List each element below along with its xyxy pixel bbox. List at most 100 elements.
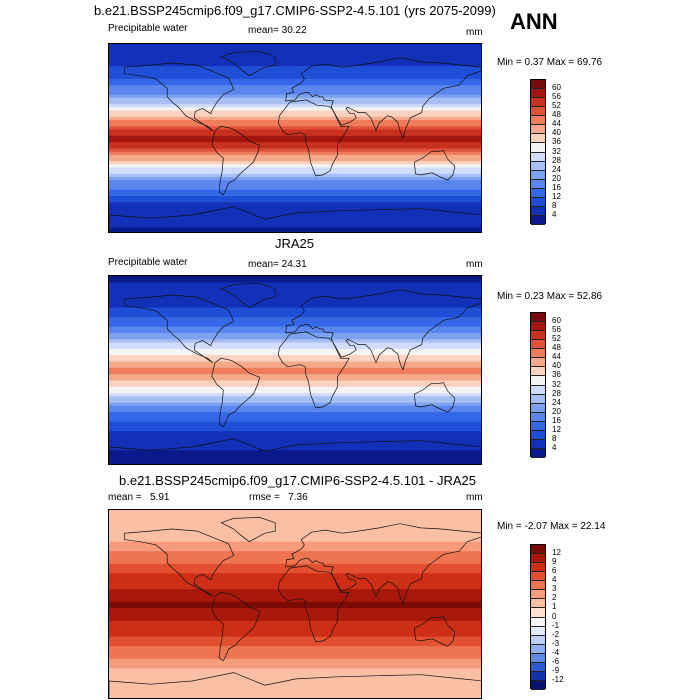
map-band (109, 307, 481, 312)
map-band (109, 652, 481, 657)
map-band (109, 681, 481, 685)
map-band (109, 665, 481, 669)
map-band (109, 215, 481, 219)
map-band (109, 139, 481, 143)
colorbar-tick-label: 12 (552, 548, 561, 558)
map-band (109, 348, 481, 353)
map-band (109, 428, 481, 432)
map-band (109, 85, 481, 89)
colorbar-swatch (531, 143, 545, 153)
map-band (109, 399, 481, 404)
map-band (109, 535, 481, 540)
colorbar-tick-label: 3 (552, 584, 557, 594)
map-band (109, 78, 481, 83)
colorbar-tick-label: 12 (552, 424, 561, 434)
colorbar-tick-label: 36 (552, 370, 561, 380)
map-band (109, 643, 481, 647)
colorbar-tick-label: 16 (552, 182, 561, 192)
map-band (109, 567, 481, 571)
panel1-mean-label: mean= (248, 25, 279, 36)
map-band (109, 636, 481, 641)
map-band (109, 326, 481, 331)
map-band (109, 440, 481, 445)
colorbar-swatch (531, 385, 545, 395)
panel3-rmse-label: rmse = (249, 492, 280, 503)
colorbar-swatch (531, 581, 545, 591)
map-band (109, 450, 481, 454)
map-band (109, 145, 481, 150)
map-band (109, 110, 481, 115)
map-band (109, 592, 481, 597)
map-band (109, 167, 481, 172)
map-band (109, 364, 481, 369)
map-band (109, 443, 481, 448)
map-band (109, 447, 481, 451)
colorbar-swatch (531, 367, 545, 377)
map-band (109, 554, 481, 559)
map-band (109, 123, 481, 127)
map-band (109, 677, 481, 682)
colorbar-tick-label: 12 (552, 191, 561, 201)
panel3-title: b.e21.BSSP245cmip6.f09_g17.CMIP6-SSP2-4.… (119, 473, 476, 488)
map-band (109, 671, 481, 676)
map-band (109, 101, 481, 105)
colorbar-tick-label: 60 (552, 83, 561, 93)
colorbar-tick-label: -3 (552, 638, 560, 648)
colorbar-swatch (531, 626, 545, 636)
map-band (109, 516, 481, 521)
panel1-variable: Precipitable water (108, 23, 188, 34)
map-band (109, 620, 481, 625)
map-band (109, 186, 481, 191)
colorbar-swatch (531, 599, 545, 609)
map-band (109, 88, 481, 93)
panel1-colorbar (530, 79, 546, 225)
colorbar-swatch (531, 349, 545, 359)
panel2-mean-value: 24.31 (281, 259, 307, 270)
map-band (109, 135, 481, 140)
map-band (109, 658, 481, 663)
map-band (109, 314, 481, 318)
map-band (109, 462, 481, 464)
colorbar-tick-label: 9 (552, 557, 557, 567)
colorbar-swatch (531, 197, 545, 207)
map-band (109, 437, 481, 442)
main-title: b.e21.BSSP245cmip6.f09_g17.CMIP6-SSP2-4.… (94, 3, 496, 18)
colorbar-tick-label: 1 (552, 602, 557, 612)
season-label: ANN (510, 9, 558, 34)
panel3-mean: mean = 5.91 (108, 492, 169, 503)
colorbar-tick-label: 36 (552, 137, 561, 147)
colorbar-swatch (531, 554, 545, 564)
coastline (220, 283, 276, 309)
map-band (109, 352, 481, 356)
map-band (109, 227, 481, 232)
map-band (109, 538, 481, 543)
map-band (109, 323, 481, 328)
panel2-colorbar (530, 312, 546, 458)
colorbar-tick-label: 20 (552, 173, 561, 183)
map-band (109, 183, 481, 188)
map-band (109, 396, 481, 401)
colorbar-swatch (531, 421, 545, 431)
map-band (109, 611, 481, 616)
colorbar-swatch (531, 313, 545, 323)
map-band (109, 367, 481, 372)
colorbar-tick-label: 16 (552, 415, 561, 425)
map-band (109, 218, 481, 222)
colorbar-swatch (531, 653, 545, 663)
map-band (109, 298, 481, 302)
colorbar-tick-label: 56 (552, 92, 561, 102)
colorbar-tick-label: -6 (552, 656, 560, 666)
map-band (109, 560, 481, 565)
map-band (109, 624, 481, 628)
colorbar-swatch (531, 662, 545, 672)
colorbar-tick-label: 52 (552, 101, 561, 111)
panel2-mean-label: mean= (248, 259, 279, 270)
colorbar-tick-label: 28 (552, 388, 561, 398)
map-band (109, 459, 481, 464)
colorbar-swatch (531, 403, 545, 413)
map-band (109, 116, 481, 121)
panel1-map-svg (109, 44, 481, 232)
map-band (109, 72, 481, 77)
map-band (109, 47, 481, 51)
coastline (414, 150, 456, 181)
